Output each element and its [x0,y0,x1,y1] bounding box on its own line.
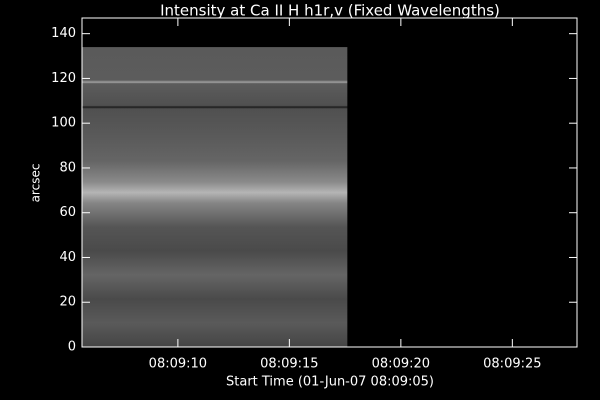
plot-frame [81,17,578,348]
x-tick-label: 08:09:25 [483,357,541,372]
y-tick-label: 20 [59,295,76,310]
y-tick-label: 140 [51,26,76,41]
y-axis-label: arcsec [29,164,43,203]
y-tick-label: 120 [51,71,76,86]
y-tick-label: 80 [59,160,76,175]
x-axis-label: Start Time (01-Jun-07 08:09:05) [226,375,434,390]
x-tick-label: 08:09:10 [149,357,207,372]
x-tick-label: 08:09:15 [260,357,318,372]
x-tick-label: 08:09:20 [372,357,430,372]
y-tick-label: 100 [51,116,76,131]
y-tick-label: 40 [59,250,76,265]
chart-title: Intensity at Ca II H h1r,v (Fixed Wavele… [160,2,500,20]
intensity-image [82,47,348,347]
y-tick-label: 60 [59,205,76,220]
y-tick-label: 0 [68,340,76,355]
